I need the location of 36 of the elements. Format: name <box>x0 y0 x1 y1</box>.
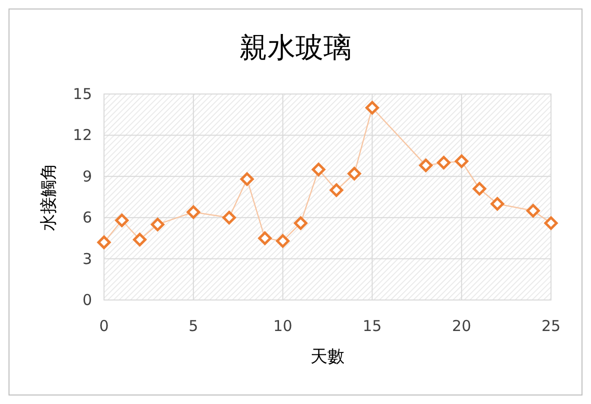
y-axis-title: 水接觸角 <box>39 163 59 231</box>
point <box>294 216 308 230</box>
point <box>348 166 362 180</box>
point <box>490 197 504 211</box>
x-tick-label: 15 <box>362 317 382 335</box>
point <box>150 218 164 232</box>
x-tick-label: 20 <box>452 317 472 335</box>
x-tick-label: 5 <box>188 317 198 335</box>
x-tick-label: 0 <box>99 317 109 335</box>
point <box>454 154 468 168</box>
x-tick-label: 10 <box>273 317 292 335</box>
y-tick-label: 9 <box>82 167 92 186</box>
point <box>115 214 129 228</box>
point <box>436 156 450 170</box>
point <box>365 100 379 114</box>
point <box>240 172 254 186</box>
y-tick-label: 15 <box>72 85 92 103</box>
point <box>312 162 326 176</box>
x-axis-title: 天數 <box>310 347 344 367</box>
y-tick-label: 6 <box>82 208 92 227</box>
point <box>186 205 200 219</box>
point <box>258 231 272 245</box>
point <box>419 158 433 172</box>
y-tick-label: 12 <box>72 126 92 144</box>
point <box>276 234 290 248</box>
x-tick-label: 25 <box>541 317 561 335</box>
point <box>330 183 344 197</box>
point <box>97 236 111 250</box>
chart-title: 親水玻璃 <box>240 31 352 64</box>
point <box>472 182 486 196</box>
y-tick-label: 3 <box>82 250 92 268</box>
point <box>133 232 147 246</box>
point <box>526 204 540 218</box>
y-tick-label: 0 <box>82 291 92 309</box>
point <box>222 210 236 224</box>
point <box>544 216 558 230</box>
